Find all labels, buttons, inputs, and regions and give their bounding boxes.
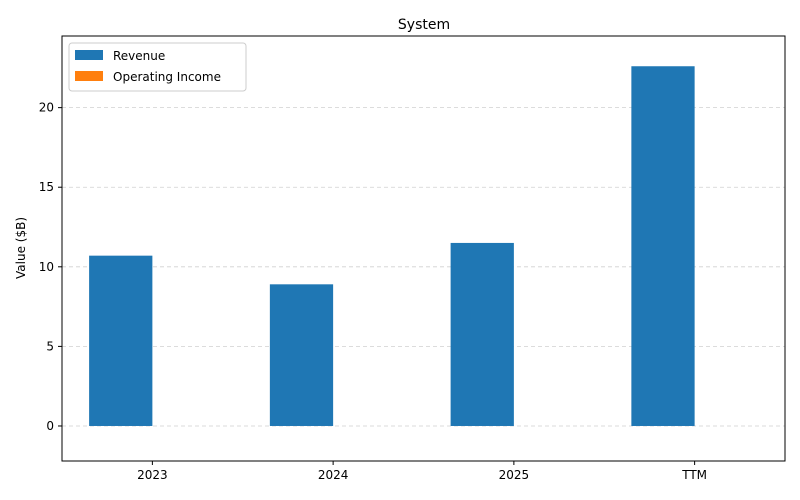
bar	[269, 284, 334, 426]
y-tick-label: 0	[46, 419, 54, 433]
x-tick-label: 2023	[137, 468, 168, 482]
x-axis: 2023 2024 2025 TTM	[137, 461, 707, 482]
legend-box	[68, 42, 247, 92]
x-tick-label: 2024	[318, 468, 349, 482]
legend-swatch	[75, 50, 103, 60]
y-tick-label: 5	[46, 339, 54, 353]
y-tick-label: 15	[39, 180, 54, 194]
legend-label: Operating Income	[113, 70, 221, 84]
x-tick-label: 2025	[499, 468, 530, 482]
bars	[89, 66, 695, 426]
legend: Revenue Operating Income	[68, 42, 247, 92]
y-tick-label: 20	[39, 101, 54, 115]
bar	[450, 242, 514, 426]
y-axis: 0 5 10 15 20	[39, 101, 62, 433]
chart-title: System	[398, 17, 450, 33]
x-tick-label: TTM	[681, 468, 707, 482]
legend-swatch	[75, 71, 103, 81]
bar	[631, 66, 695, 426]
legend-label: Revenue	[113, 49, 165, 63]
plot-frame	[61, 35, 786, 462]
bar	[89, 255, 153, 426]
y-tick-label: 10	[39, 260, 54, 274]
y-axis-label: Value ($B)	[14, 217, 28, 279]
